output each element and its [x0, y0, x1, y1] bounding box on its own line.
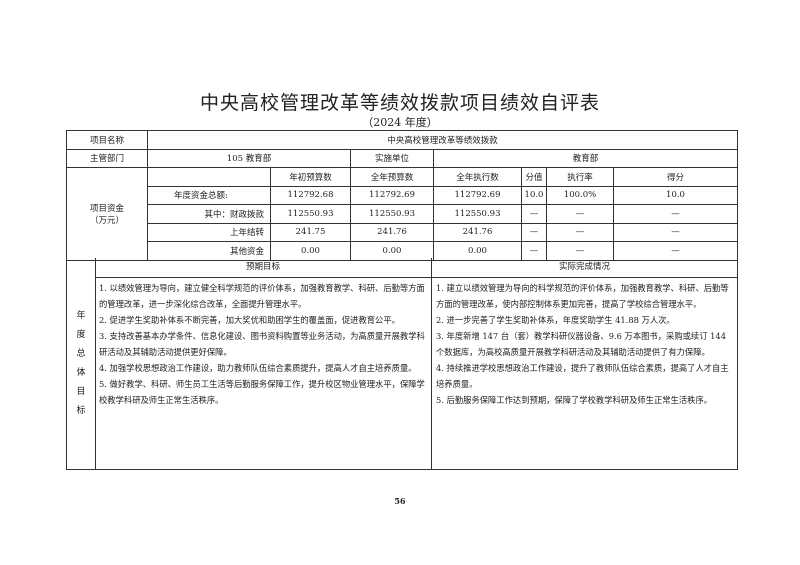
label: 主管部门	[66, 148, 148, 168]
expected-goals: 预期目标 1. 以绩效管理为导向，建立健全科学规范的评价体系，加强教育教学、科研…	[95, 258, 432, 469]
label: 项目名称	[66, 130, 148, 150]
header: 全年预算数	[350, 167, 434, 187]
page-title: 中央高校管理改革等绩效拨款项目绩效自评表	[199, 92, 600, 114]
actual-header: 实际完成情况	[432, 258, 737, 278]
goals-label: 年度总体目标	[67, 258, 96, 469]
actual-results: 实际完成情况 1. 建立以绩效管理为导向的科学规范的评价体系，加强教育教学、科研…	[432, 258, 737, 469]
label: 实施单位	[350, 148, 434, 168]
goals-section: 年度总体目标 预期目标 1. 以绩效管理为导向，建立健全科学规范的评价体系，加强…	[66, 258, 738, 470]
dept: 105 教育部	[147, 148, 351, 168]
page-number: 56	[394, 496, 406, 506]
header: 得分	[613, 167, 738, 187]
header: 执行率	[546, 167, 614, 187]
funds-row: 其他资金 0.00 0.00 0.00— — —	[67, 241, 738, 261]
impl: 教育部	[433, 148, 738, 168]
funds-row: 上年结转 241.75 241.76 241.76— — —	[67, 222, 738, 242]
funds-label: 项目资金 （万元）	[66, 167, 148, 261]
page-subtitle: （2024 年度）	[362, 116, 438, 129]
expected-header: 预期目标	[95, 258, 431, 278]
dept-row: 主管部门 105 教育部 实施单位 教育部	[66, 148, 738, 168]
header: 年初预算数	[270, 167, 351, 187]
project-name-row: 项目名称 中央高校管理改革等绩效拨款	[66, 130, 738, 150]
funds-header-row: 项目资金 （万元） 年初预算数 全年预算数 全年执行数 分值 执行率 得分	[66, 167, 738, 261]
evaluation-table: 项目名称 中央高校管理改革等绩效拨款 主管部门 105 教育部 实施单位 教育部 项目资…	[66, 130, 738, 261]
project-name: 中央高校管理改革等绩效拨款	[147, 130, 738, 150]
funds-row: 年度资金总额: 112792.68 112792.69 112792.69 10.0 10…	[67, 185, 738, 205]
header: 全年执行数	[433, 167, 522, 187]
header: 分值	[521, 167, 547, 187]
funds-row: 其中：财政拨款 112550.93 112550.93 112550.93— — —	[67, 204, 738, 224]
